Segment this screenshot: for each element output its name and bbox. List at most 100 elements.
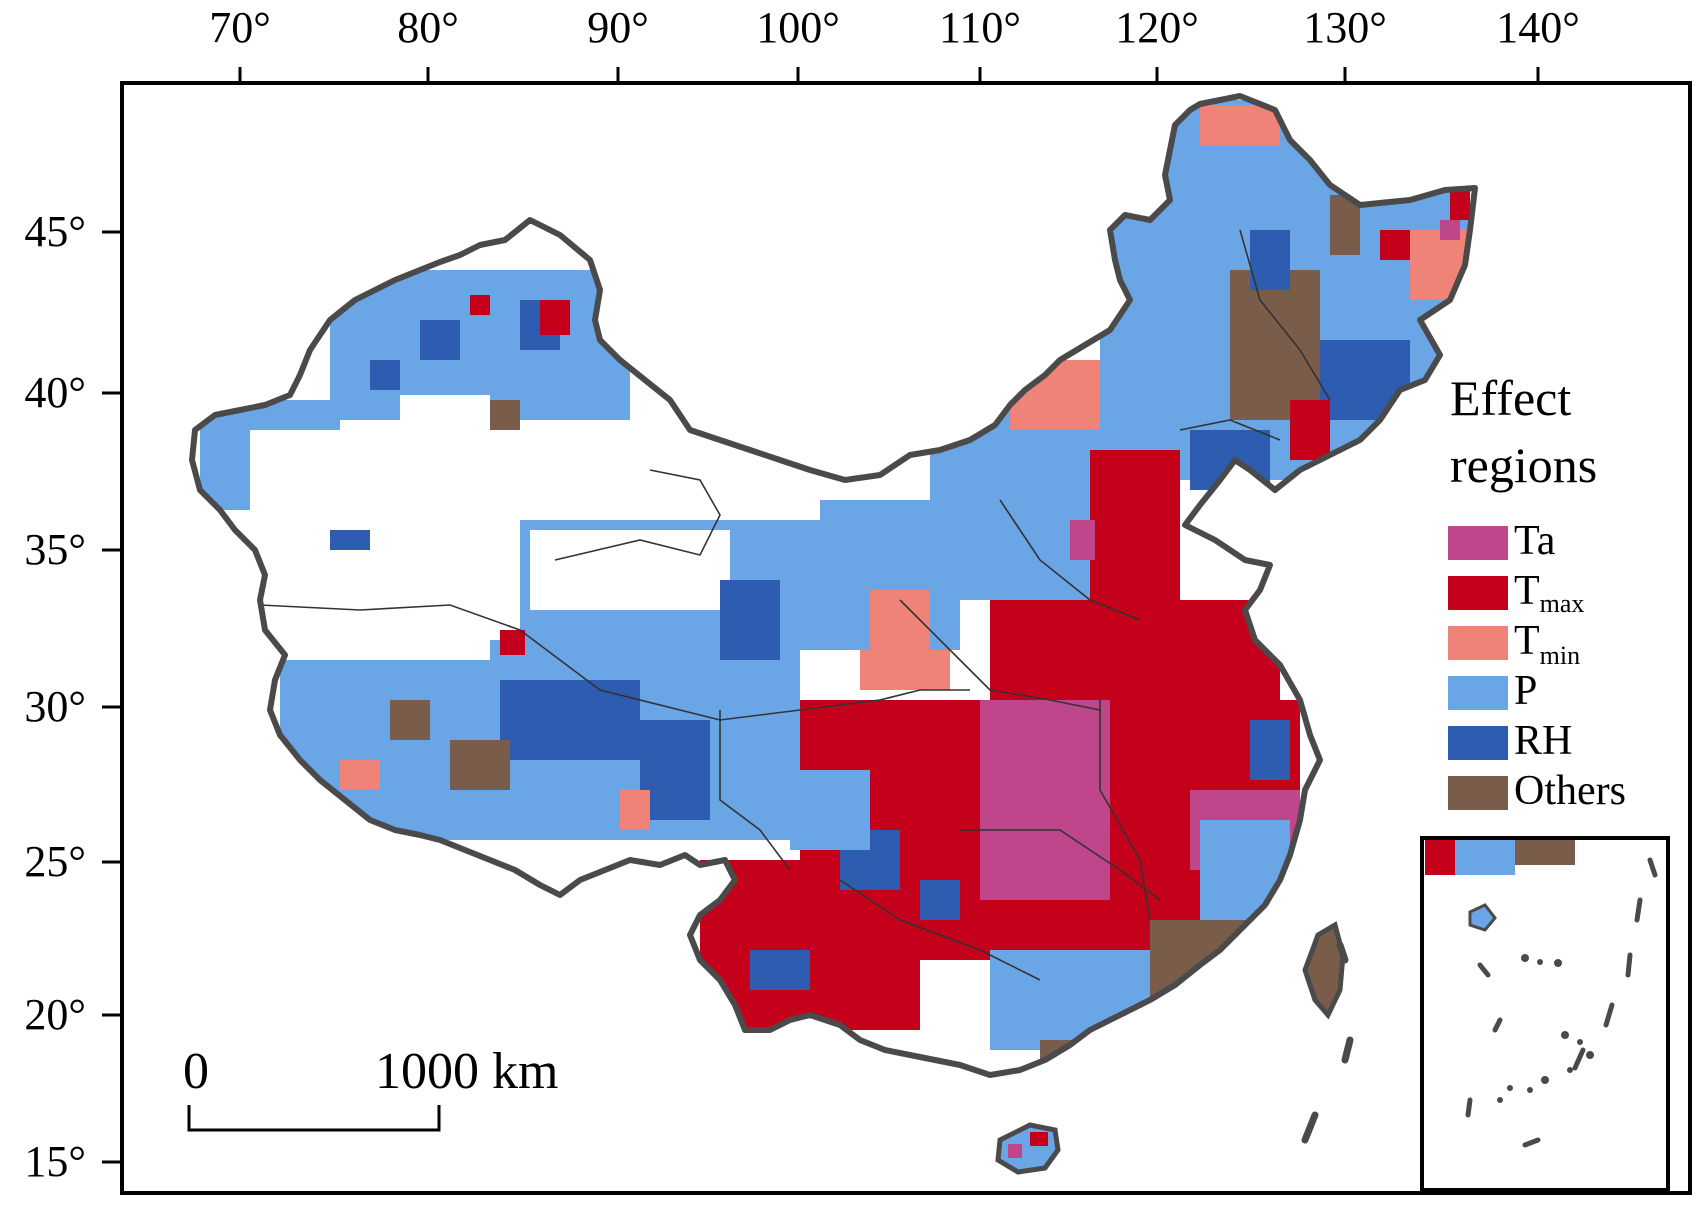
lat-tick-label: 30°	[24, 682, 86, 731]
legend-swatch-tmax	[1448, 576, 1508, 610]
province-line	[259, 604, 721, 721]
island-dot	[1567, 1067, 1573, 1073]
province-boundaries	[259, 229, 1331, 981]
island-dot	[1561, 1031, 1569, 1039]
sea-dash	[1634, 897, 1643, 923]
region-tmax	[500, 630, 525, 655]
sea-dash	[1492, 1017, 1503, 1033]
region-white	[400, 395, 490, 435]
region-tmax	[470, 295, 490, 315]
region-rh	[750, 950, 810, 990]
inset-islands-dots	[1497, 954, 1594, 1103]
region-rh	[420, 320, 460, 360]
region-rh	[920, 880, 960, 920]
lat-tick-label: 20°	[24, 990, 86, 1039]
region-tmin	[1200, 105, 1280, 145]
region-others	[1515, 840, 1575, 865]
sea-dash	[1477, 962, 1491, 978]
legend-swatch-rh	[1448, 726, 1508, 760]
province-line	[719, 710, 791, 871]
inset-frame	[1420, 836, 1670, 1192]
lat-tick-label: 40°	[24, 368, 86, 417]
legend-title-line2: regions	[1450, 437, 1597, 493]
region-rh	[330, 530, 370, 550]
sea-dash	[1572, 1047, 1586, 1071]
legend-title-line1: Effect	[1450, 370, 1571, 426]
region-ta	[1070, 520, 1095, 560]
island-dot	[1507, 1085, 1513, 1091]
island-dot	[1586, 1051, 1594, 1059]
legend-label-tmin-main: T	[1514, 618, 1540, 664]
region-rh	[1190, 430, 1270, 490]
lat-tick-label: 25°	[24, 837, 86, 886]
region-ta	[980, 700, 1110, 900]
province-line	[719, 689, 970, 721]
region-others	[390, 700, 430, 740]
sea-dash	[1522, 1137, 1541, 1148]
island-dot	[1541, 1076, 1549, 1084]
longitude-axis: 70° 80° 90° 100° 110° 120° 130° 140°	[209, 3, 1580, 83]
region-rh	[370, 360, 400, 390]
province-line	[1179, 419, 1281, 441]
province-line	[1239, 229, 1331, 401]
inset-dashes	[1465, 857, 1658, 1148]
sea-dash	[1603, 1002, 1615, 1028]
map-frame	[120, 81, 1692, 1195]
region-tmin	[340, 760, 380, 790]
region-others	[1150, 920, 1260, 1040]
province-line	[960, 829, 1161, 901]
china-effect-regions	[192, 96, 1475, 1075]
region-ta	[1440, 220, 1460, 240]
region-tmax	[1290, 400, 1330, 460]
region-ta	[1008, 1144, 1022, 1158]
lon-tick-label: 70°	[209, 3, 271, 52]
sea-dash	[1647, 857, 1658, 878]
region-tmax	[540, 300, 570, 335]
region-others	[1230, 270, 1320, 420]
lat-tick-label: 45°	[24, 207, 86, 256]
sea-dash	[1341, 1036, 1354, 1064]
lon-tick-label: 100°	[756, 3, 840, 52]
lon-tick-label: 80°	[397, 3, 459, 52]
sea-dash	[1465, 1097, 1473, 1118]
region-rh	[500, 680, 640, 760]
legend-label-tmax-sub: max	[1540, 589, 1585, 618]
region-tmin	[620, 790, 650, 830]
lon-tick-label: 110°	[939, 3, 1021, 52]
dashed-sea-line	[1301, 941, 1354, 1144]
legend: Effect regions Ta Tmax Tmin P RH Others	[1448, 370, 1626, 814]
lon-tick-label: 130°	[1303, 3, 1387, 52]
province-line	[999, 499, 1141, 621]
region-tmin	[1410, 230, 1470, 300]
province-line	[1099, 700, 1151, 921]
island-dot	[1554, 959, 1562, 967]
legend-label-p: P	[1514, 668, 1537, 714]
region-tmax	[1380, 230, 1410, 260]
legend-swatch-tmin	[1448, 626, 1508, 660]
sea-dash	[1301, 1111, 1319, 1144]
province-line	[554, 469, 721, 561]
legend-label-others: Others	[1514, 768, 1626, 814]
taiwan-shape	[1302, 921, 1346, 1020]
legend-swatch-ta	[1448, 526, 1508, 560]
latitude-axis: 45° 40° 35° 30° 25° 20° 15°	[24, 207, 122, 1186]
region-white	[260, 600, 490, 660]
region-white	[530, 530, 730, 610]
province-line	[899, 599, 1101, 711]
legend-label-tmin-sub: min	[1540, 641, 1580, 670]
legend-label-tmax: Tmax	[1514, 568, 1584, 618]
region-rh	[640, 720, 710, 820]
region-p	[790, 770, 870, 850]
legend-label-tmin: Tmin	[1514, 618, 1580, 670]
province-line	[839, 879, 1041, 981]
south-china-sea-inset	[1420, 836, 1670, 1192]
lat-tick-label: 15°	[24, 1137, 86, 1186]
region-others	[450, 740, 510, 790]
island-dot	[1521, 954, 1529, 962]
island-dot	[1497, 1097, 1503, 1103]
island-dot	[1527, 1087, 1533, 1093]
legend-label-rh: RH	[1514, 718, 1572, 764]
legend-swatch-others	[1448, 776, 1508, 810]
lon-tick-label: 90°	[587, 3, 649, 52]
